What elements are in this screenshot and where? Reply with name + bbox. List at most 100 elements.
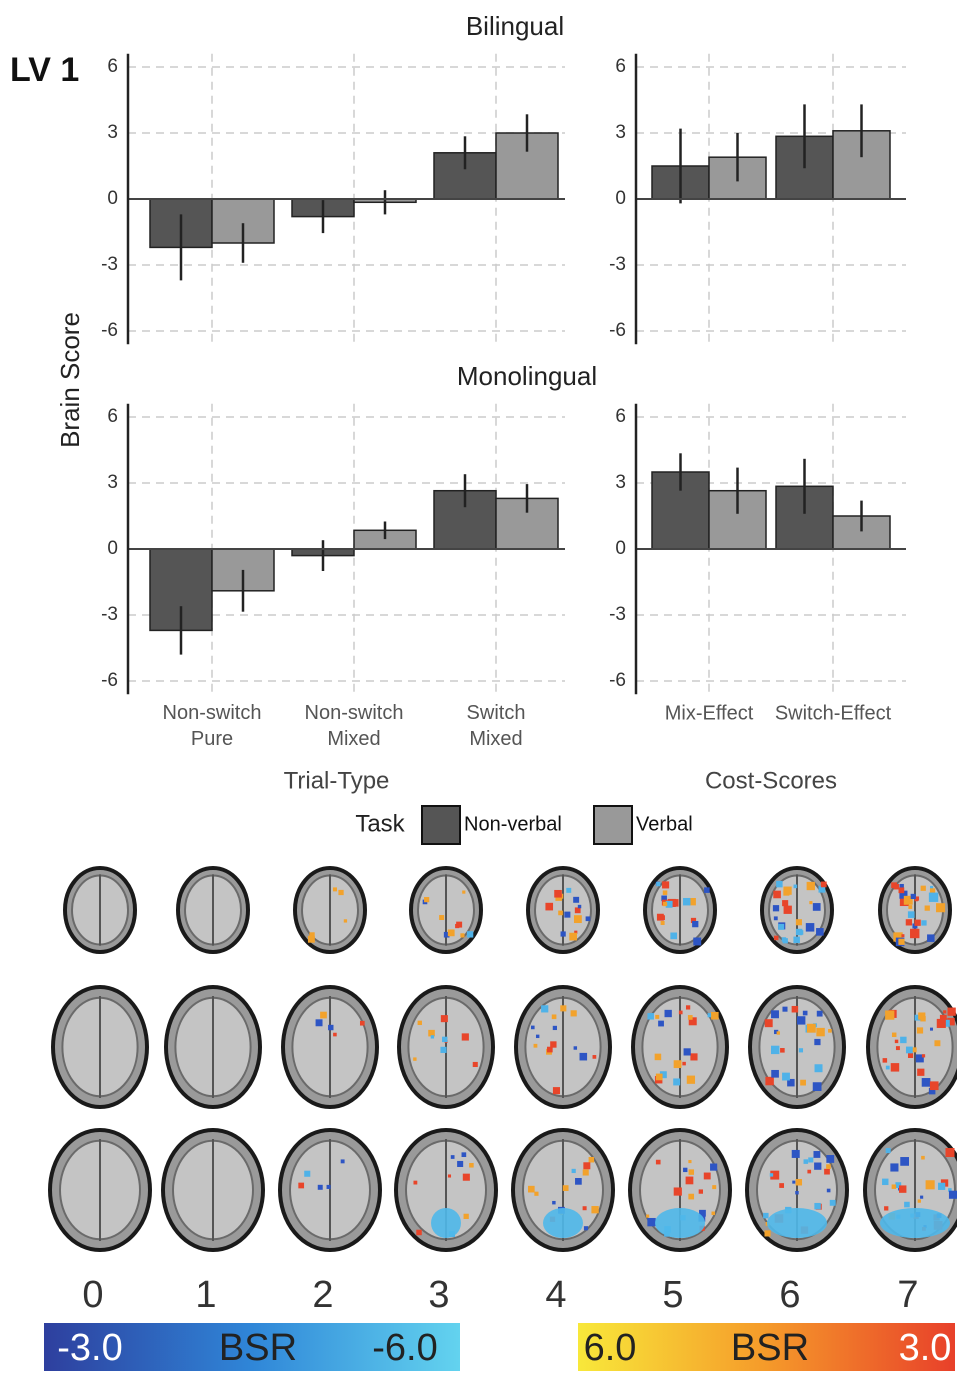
activation-positive: [571, 1010, 577, 1016]
activation-positive: [807, 882, 815, 890]
activation-negative: [683, 898, 690, 905]
legend-swatch: [594, 806, 632, 844]
activation-positive: [462, 891, 465, 894]
activation-negative: [930, 1028, 933, 1031]
activation-positive: [925, 905, 930, 910]
activation-positive: [456, 922, 462, 928]
activation-negative: [553, 1026, 557, 1030]
y-tick-label: -3: [101, 604, 118, 625]
activation-positive: [662, 881, 669, 888]
activation-positive: [894, 884, 899, 889]
activation-negative: [564, 912, 570, 918]
activation-negative: [816, 928, 824, 936]
activation-positive: [792, 1006, 798, 1012]
activation-positive: [574, 915, 582, 923]
activation-positive: [921, 1156, 925, 1160]
activation-positive: [688, 1194, 694, 1200]
activation-positive: [661, 921, 665, 925]
y-tick-label: -6: [101, 320, 118, 341]
activation-positive: [679, 1011, 683, 1015]
activation-negative: [949, 1191, 957, 1199]
activation-negative: [431, 1035, 434, 1038]
activation-positive: [589, 1157, 594, 1162]
activation-negative: [906, 1047, 913, 1054]
y-tick-label: 6: [615, 406, 626, 427]
activation-negative: [647, 1013, 654, 1020]
activation-positive: [926, 1180, 935, 1189]
activation-negative: [531, 1026, 535, 1030]
activation-negative: [451, 1155, 455, 1159]
activation-positive: [796, 919, 802, 925]
activation-negative: [782, 1007, 787, 1012]
activation-negative: [543, 1208, 583, 1238]
activation-positive: [424, 897, 429, 902]
activation-positive: [656, 1074, 663, 1081]
activation-negative: [580, 1053, 588, 1061]
activation-positive: [320, 1012, 327, 1019]
activation-positive: [655, 1015, 659, 1019]
activation-positive: [816, 1028, 824, 1036]
panel-title: Bilingual: [466, 11, 564, 41]
activation-negative: [792, 1150, 800, 1158]
activation-positive: [464, 1214, 469, 1219]
activation-positive: [689, 1169, 694, 1174]
activation-positive: [883, 1058, 888, 1063]
activation-negative: [704, 887, 710, 893]
activation-positive: [917, 1069, 924, 1076]
activation-positive: [773, 891, 781, 899]
activation-positive: [945, 1148, 954, 1157]
y-tick-label: -6: [101, 670, 118, 691]
activation-negative: [574, 1046, 577, 1049]
activation-positive: [712, 1212, 716, 1216]
activation-positive: [774, 936, 778, 940]
activation-positive: [934, 1040, 940, 1046]
activation-positive: [828, 1029, 832, 1033]
activation-positive: [901, 934, 904, 937]
y-tick-label: 6: [107, 56, 118, 77]
activation-negative: [541, 1005, 548, 1012]
activation-positive: [783, 890, 789, 896]
activation-positive: [917, 1027, 923, 1033]
activation-negative: [318, 1185, 323, 1190]
activation-positive: [891, 1063, 899, 1071]
activation-negative: [886, 1066, 890, 1070]
activation-positive: [344, 919, 347, 922]
y-tick-label: 3: [615, 122, 626, 143]
activation-negative: [813, 1151, 820, 1158]
activation-positive: [360, 1021, 365, 1026]
activation-negative: [692, 921, 698, 927]
activation-negative: [658, 1021, 664, 1027]
activation-negative: [813, 903, 821, 911]
activation-positive: [333, 887, 337, 891]
activation-positive: [711, 1012, 719, 1020]
y-tick-label: -3: [101, 254, 118, 275]
activation-positive: [908, 1053, 913, 1058]
activation-positive: [908, 905, 912, 909]
activation-positive: [656, 1160, 661, 1165]
activation-negative: [938, 1183, 945, 1190]
activation-positive: [418, 1021, 422, 1025]
activation-positive: [899, 1185, 906, 1192]
activation-positive: [809, 901, 812, 904]
activation-negative: [814, 1163, 821, 1170]
activation-negative: [814, 1203, 820, 1209]
activation-negative: [665, 1010, 672, 1017]
activation-positive: [930, 1081, 939, 1090]
activation-positive: [895, 1040, 898, 1043]
activation-positive: [898, 939, 904, 945]
activation-positive: [807, 1024, 816, 1033]
activation-positive: [554, 890, 562, 898]
activation-negative: [710, 1164, 717, 1171]
activation-positive: [448, 929, 455, 936]
activation-negative: [774, 916, 778, 920]
activation-positive: [545, 903, 553, 911]
activation-positive: [473, 1062, 478, 1067]
activation-negative: [803, 1011, 808, 1016]
activation-positive: [660, 915, 665, 920]
activation-negative: [462, 1152, 467, 1157]
activation-positive: [583, 1169, 589, 1175]
activation-negative: [778, 924, 784, 930]
activation-positive: [560, 1005, 566, 1011]
activation-negative: [327, 1185, 331, 1189]
x-axis-label: Cost-Scores: [705, 767, 837, 794]
